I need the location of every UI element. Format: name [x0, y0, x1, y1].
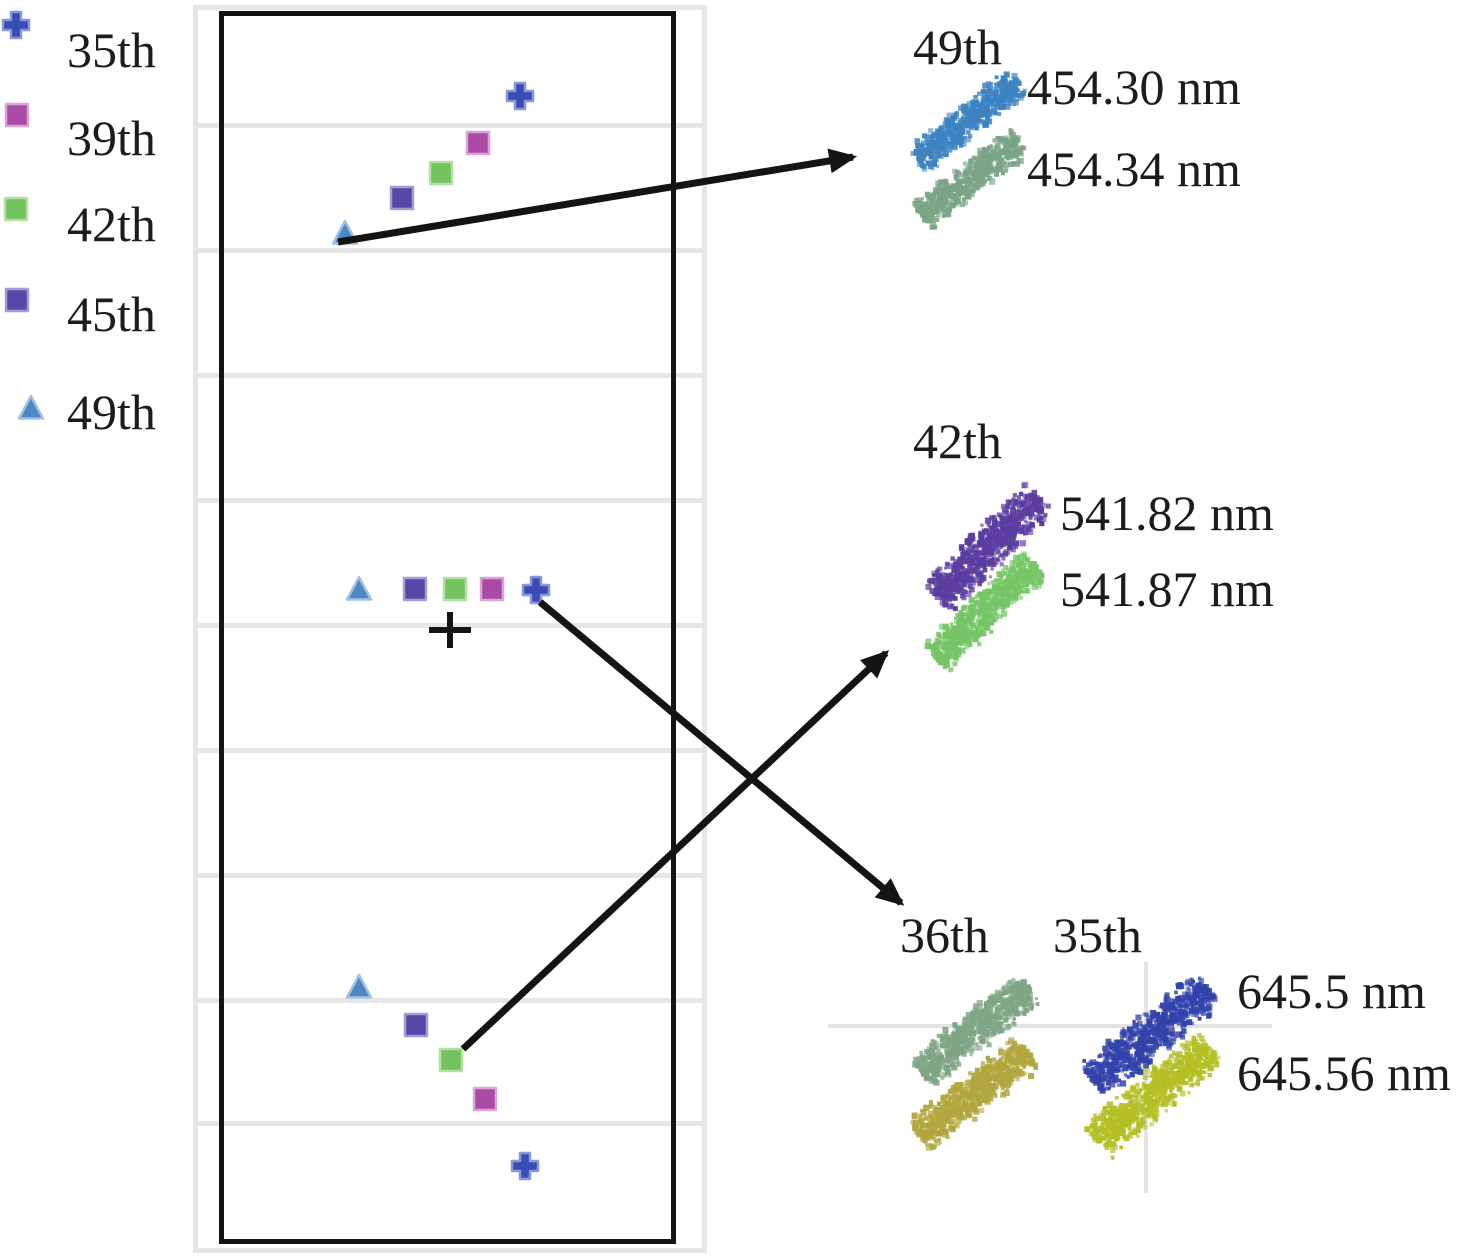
chart-border-box [219, 11, 676, 1244]
scatter-point-39th [479, 576, 505, 602]
scatter-point-49th [345, 973, 373, 999]
scatter-point-35th [521, 575, 551, 605]
gridline [193, 373, 707, 378]
scatter-point-35th [510, 1151, 540, 1181]
scatter-point-42th [428, 160, 454, 186]
scatter-point-45th [402, 576, 428, 602]
inset-point-clouds [910, 71, 1221, 1160]
36th-upper-cloud [911, 978, 1040, 1086]
legend-label-35th: 35th [67, 22, 156, 78]
plus-marker-icon [0, 8, 33, 42]
gridline [193, 1121, 707, 1126]
wavelength-label: 645.5 nm [1237, 963, 1426, 1019]
legend-label-42th: 42th [67, 196, 156, 252]
chart-outer-frame [193, 5, 707, 1253]
inset-crosshair-horizontal [828, 1024, 1272, 1028]
35th-upper-cloud [1082, 976, 1218, 1094]
gridline [193, 498, 707, 503]
42th-lower-cloud [924, 551, 1045, 673]
scatter-point-49th [345, 575, 373, 601]
square-marker-icon [0, 98, 34, 132]
legend-label-39th: 39th [67, 110, 156, 166]
36th-lower-cloud [910, 1037, 1038, 1151]
triangle-marker-icon [14, 392, 48, 426]
legend: 35th 39th 42th 45th 49th [0, 0, 190, 460]
gridline [193, 123, 707, 128]
wavelength-label: 454.34 nm [1027, 141, 1241, 197]
reference-cross-marker [429, 612, 471, 648]
inset-36th-title: 36th [900, 907, 989, 963]
wavelength-label: 645.56 nm [1237, 1045, 1451, 1101]
scatter-markers [331, 81, 551, 1181]
scatter-point-39th [472, 1086, 498, 1112]
inset-42th-title: 42th [913, 413, 1002, 469]
gridline [193, 873, 707, 878]
35th-lower-cloud [1084, 1032, 1221, 1160]
scatter-point-45th [389, 185, 415, 211]
gridline [193, 748, 707, 753]
inset-49th-title: 49th [913, 19, 1002, 75]
square-marker-icon [0, 192, 33, 226]
arrow-to-42th-inset [460, 650, 890, 1052]
arrow-to-49th-inset [337, 148, 858, 246]
scatter-point-42th [438, 1047, 464, 1073]
legend-label-45th: 45th [67, 286, 156, 342]
inset-35th-title: 35th [1053, 907, 1142, 963]
gridline [193, 998, 707, 1003]
gridline [193, 248, 707, 253]
wavelength-label: 541.87 nm [1060, 561, 1274, 617]
wavelength-label: 541.82 nm [1060, 485, 1274, 541]
arrow-to-36th-35th-inset [537, 599, 905, 906]
scatter-point-42th [442, 576, 468, 602]
42th-upper-cloud [925, 481, 1051, 612]
49th-upper-cloud [910, 71, 1027, 172]
square-marker-icon [0, 283, 34, 317]
legend-label-49th: 49th [67, 384, 156, 440]
scatter-point-39th [465, 130, 491, 156]
wavelength-label: 454.30 nm [1027, 59, 1241, 115]
49th-lower-cloud [911, 128, 1027, 230]
scatter-point-35th [505, 81, 535, 111]
scatter-point-45th [403, 1012, 429, 1038]
